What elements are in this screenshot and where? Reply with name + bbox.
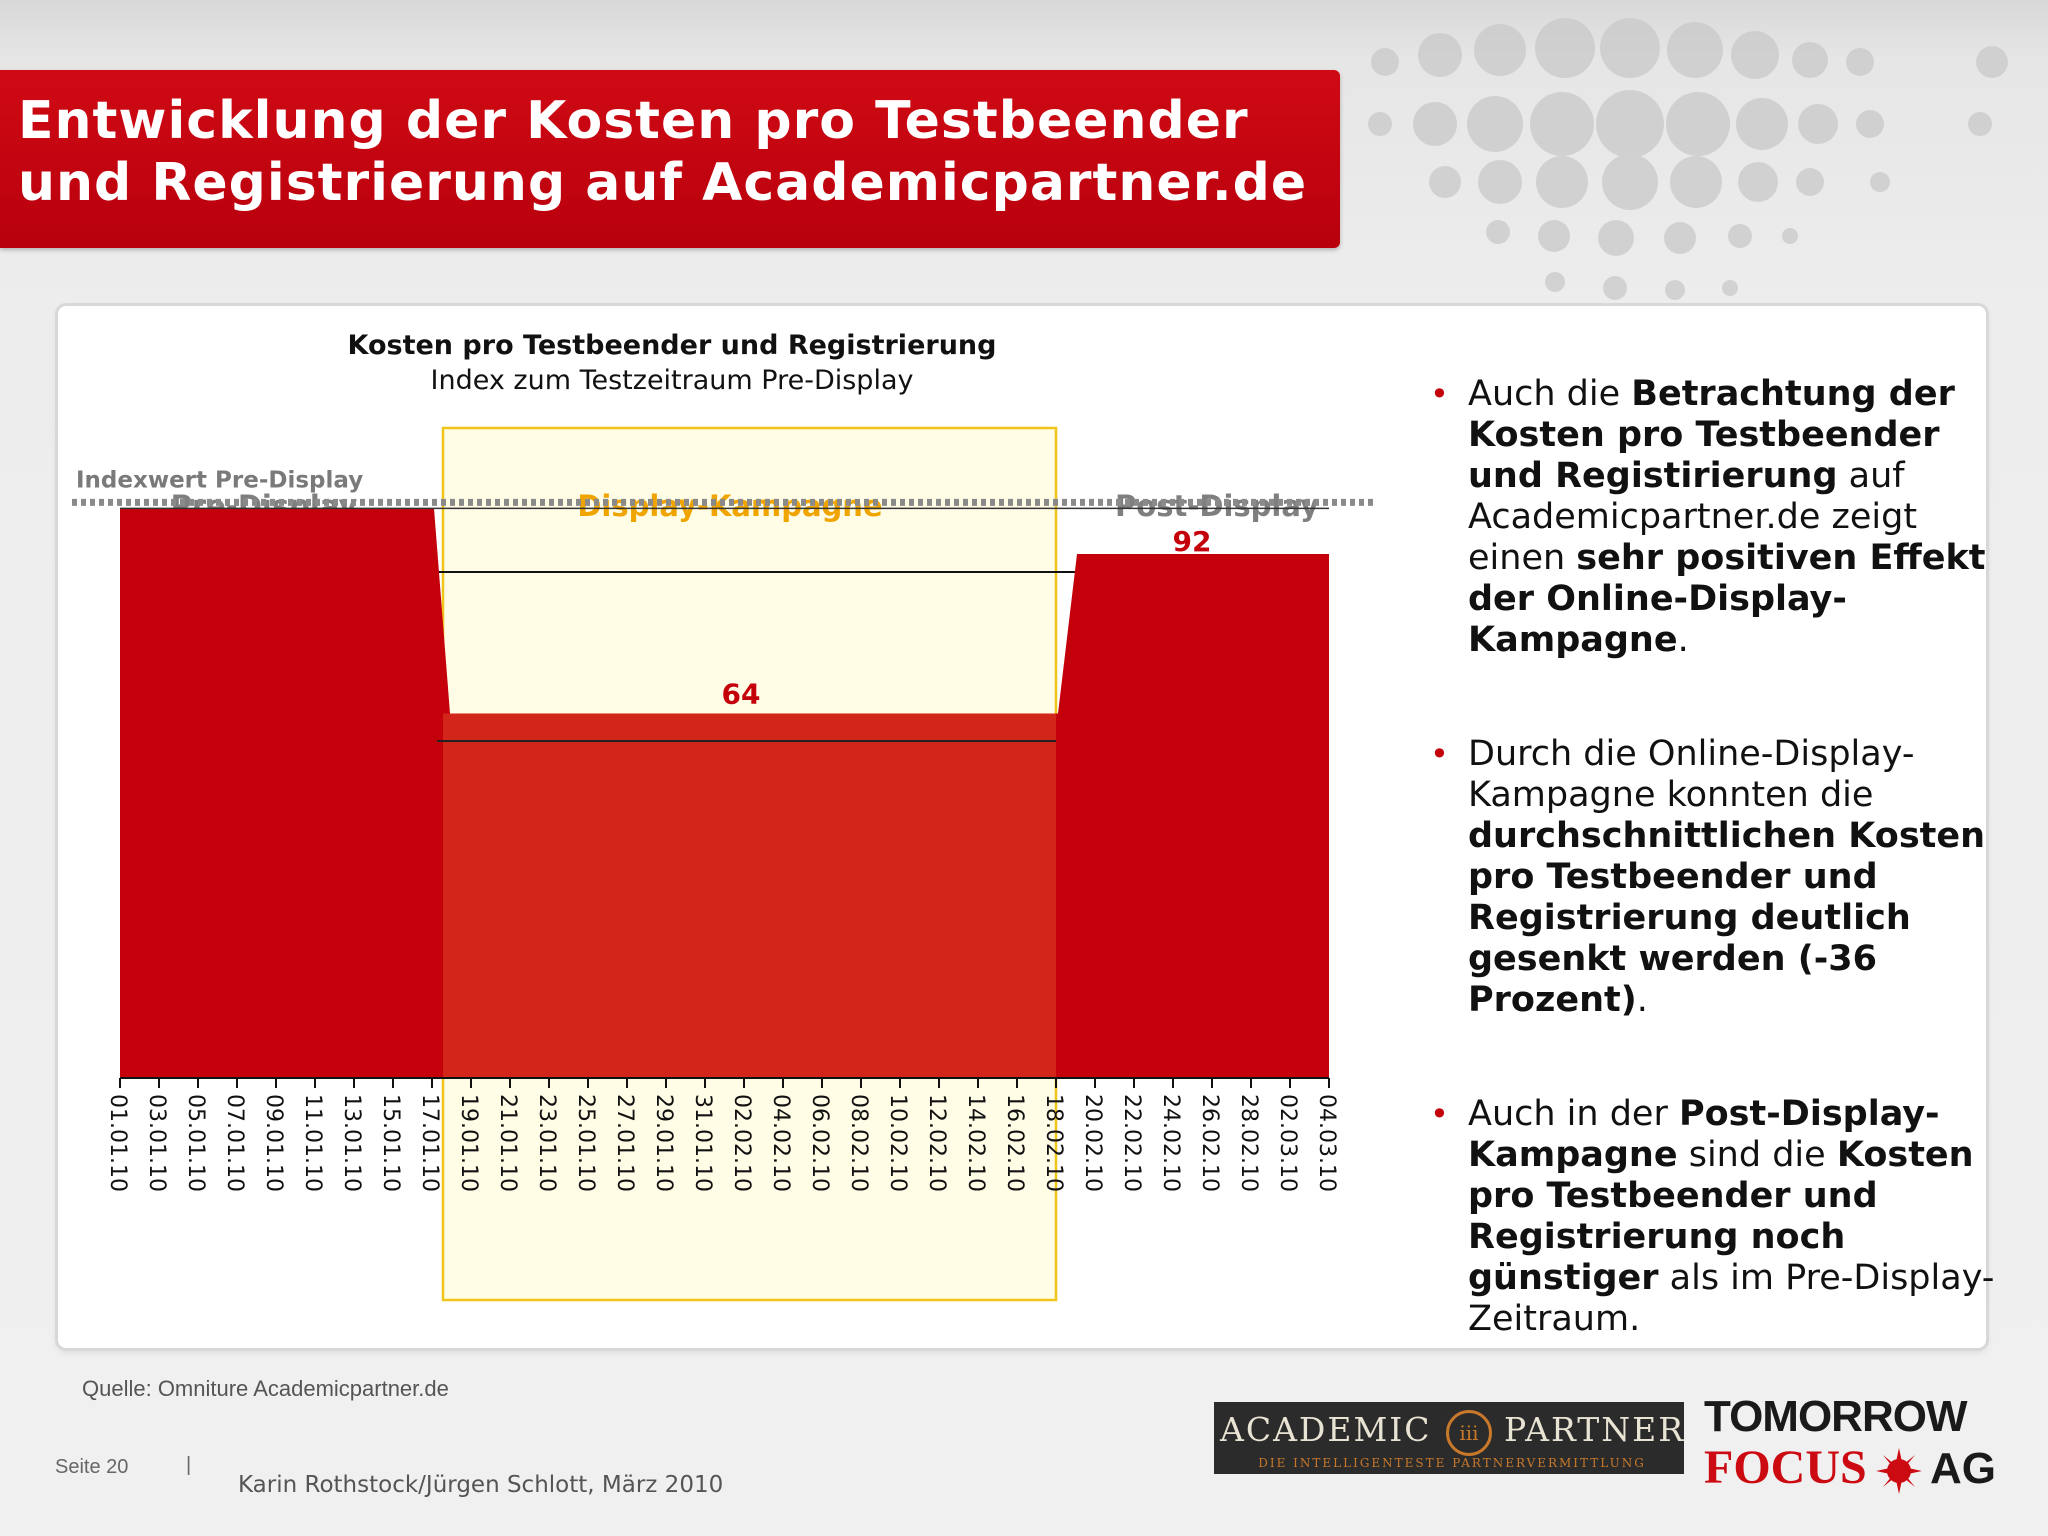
bullet-segment: Post-Display-Kampagne [1468,1094,1940,1175]
x-tick-label: 27.01.10 [612,1094,637,1192]
academic-logo-right: PARTNER [1504,1410,1686,1449]
bullet-segment: als im Pre-Display-Zeitraum. [1468,1258,1995,1339]
x-tick-label: 23.01.10 [534,1094,559,1192]
bullet-text: Auch die Betrachtung der Kosten pro Test… [1468,374,1986,660]
bullet-item-3: • Auch in der Post-Display-Kampagne sind … [1424,1094,2004,1340]
bullet-list: • Auch die Betrachtung der Kosten pro Tes… [1424,374,2004,1413]
chart-title: Kosten pro Testbeender und Registrierung [348,330,997,361]
data-label-0: 64 [722,677,761,710]
page-title: Entwicklung der Kosten pro Testbeender u… [18,91,1308,213]
bullet-segment: Auch in der [1468,1094,1679,1134]
bullet-segment: sind die [1677,1135,1837,1175]
x-tick-label: 22.02.10 [1119,1094,1144,1192]
bullet-dot: • [1430,735,1449,773]
x-tick-label: 06.02.10 [807,1094,832,1192]
x-tick-label: 26.02.10 [1197,1094,1222,1192]
footer-separator: | [186,1454,192,1476]
bullet-segment: Kosten pro Testbeender und Registrierung… [1468,1135,1974,1298]
x-tick-label: 14.02.10 [963,1094,988,1192]
x-tick-label: 10.02.10 [885,1094,910,1192]
x-tick-label: 31.01.10 [690,1094,715,1192]
reference-line-label: Indexwert Pre-Display [76,467,363,493]
x-tick-label: 19.01.10 [456,1094,481,1192]
bullet-dot: • [1430,1095,1449,1133]
temple-emblem-icon: ⅲ [1446,1410,1492,1456]
title-bar: Entwicklung der Kosten pro Testbeender u… [0,70,1340,248]
x-tick-label: 02.03.10 [1275,1094,1300,1192]
campaign-area [443,713,1056,1078]
decorative-dot-pattern [1368,18,2008,300]
x-tick-label: 02.02.10 [729,1094,754,1192]
bullet-text: Auch in der Post-Display-Kampagne sind d… [1468,1094,1994,1339]
academic-partner-logo: ACADEMIC ⅲ PARTNER DIE INTELLIGENTESTE P… [1214,1402,1684,1474]
x-tick-label: 11.01.10 [300,1094,325,1192]
author-line: Karin Rothstock/Jürgen Schlott, März 201… [238,1472,724,1498]
academic-logo-tagline: DIE INTELLIGENTESTE PARTNERVERMITTLUNG [1258,1456,1646,1470]
tf-logo-bottom: FOCUS [1704,1441,1867,1494]
bullet-segment: Durch die Online-Display-Kampagne konnte… [1468,734,1915,815]
bullet-segment: durchschnittlichen Kosten pro Testbeende… [1468,816,1986,1020]
x-tick-label: 29.01.10 [651,1094,676,1192]
x-tick-label: 18.02.10 [1041,1094,1066,1192]
tf-logo-ag: AG [1930,1444,1996,1493]
x-tick-label: 21.01.10 [495,1094,520,1192]
bullet-segment: Auch die [1468,374,1632,414]
x-tick-label: 09.01.10 [261,1094,286,1192]
x-tick-label: 15.01.10 [378,1094,403,1192]
bullet-segment: . [1677,620,1689,660]
bullet-segment: auf Academicpartner.de zeigt einen [1468,456,1918,578]
x-tick-label: 07.01.10 [222,1094,247,1192]
x-tick-label: 05.01.10 [183,1094,208,1192]
x-tick-label: 04.03.10 [1314,1094,1339,1192]
cost-index-chart: Kosten pro Testbeender und Registrierung… [72,330,1374,1302]
bullet-dot: • [1430,375,1449,413]
period-label-1: Display-Kampagne [577,489,882,523]
x-tick-label: 04.02.10 [768,1094,793,1192]
x-tick-label: 03.01.10 [144,1094,169,1192]
bullet-segment: Betrachtung der Kosten pro Testbeender u… [1468,374,1955,496]
bullet-item-2: • Durch die Online-Display-Kampagne konnt… [1424,734,2004,1021]
bullet-segment: sehr positiven Effekt der Online-Display… [1468,538,1986,660]
academic-logo-left: ACADEMIC [1220,1410,1432,1449]
period-label-2: Post-Display [1115,489,1319,523]
x-tick-label: 28.02.10 [1236,1094,1261,1192]
bullet-item-1: • Auch die Betrachtung der Kosten pro Tes… [1424,374,2004,661]
x-tick-label: 24.02.10 [1158,1094,1183,1192]
x-tick-label: 20.02.10 [1080,1094,1105,1192]
x-tick-label: 13.01.10 [339,1094,364,1192]
x-tick-label: 08.02.10 [846,1094,871,1192]
bullet-segment: . [1636,980,1648,1020]
chart-subtitle: Index zum Testzeitraum Pre-Display [431,365,914,396]
x-tick-label: 12.02.10 [924,1094,949,1192]
x-tick-label: 16.02.10 [1002,1094,1027,1192]
tomorrow-focus-logo: TOMORROW FOCUS AG [1704,1392,1996,1494]
x-tick-label: 25.01.10 [573,1094,598,1192]
x-tick-label: 01.01.10 [105,1094,130,1192]
page-number: Seite 20 [55,1456,129,1478]
source-note: Quelle: Omniture Academicpartner.de [82,1376,449,1401]
tf-logo-top: TOMORROW [1704,1392,1967,1441]
data-label-1: 92 [1173,525,1212,558]
x-tick-label: 17.01.10 [417,1094,442,1192]
starburst-icon [1876,1448,1922,1494]
bullet-text: Durch die Online-Display-Kampagne konnte… [1468,734,1985,1020]
